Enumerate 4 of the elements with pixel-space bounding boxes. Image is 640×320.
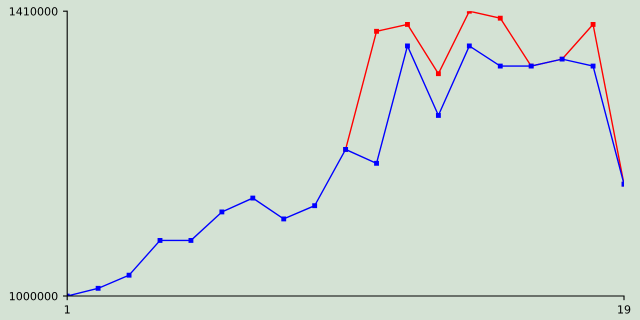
y-tick-label: 1000000 bbox=[10, 292, 58, 300]
y-tick-label: 1410000 bbox=[10, 7, 58, 16]
x-tick-label: 19 bbox=[618, 305, 630, 314]
x-tick-label: 1 bbox=[64, 305, 70, 314]
